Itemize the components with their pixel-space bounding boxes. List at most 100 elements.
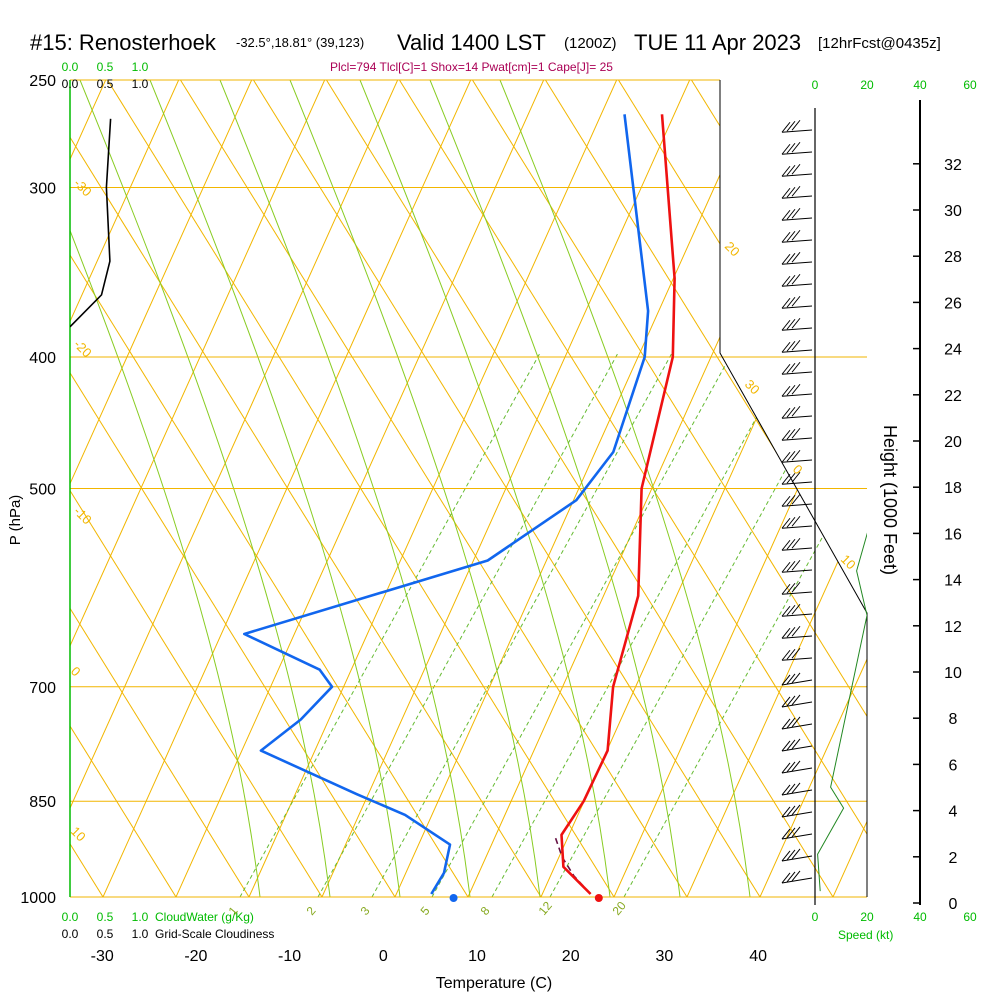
cloudiness-scale-top: 0.0 <box>62 77 79 91</box>
wind-speed-profile-line <box>817 532 867 892</box>
temperature-tick-label: -20 <box>184 948 207 965</box>
wind-barb <box>781 471 813 485</box>
cloudwater-scale-top: 0.5 <box>97 60 114 74</box>
wind-barb-feather <box>786 648 796 660</box>
temperature-tick-label: 30 <box>656 948 674 965</box>
wind-barb-feather <box>791 295 801 307</box>
wind-barb-feather <box>781 451 791 463</box>
wind-barb-feather <box>781 517 791 529</box>
isotherm-line <box>0 40 51 897</box>
wind-barb-shaft <box>781 261 813 265</box>
wind-barb <box>781 515 813 529</box>
dry-adiabat-line <box>886 40 1000 897</box>
moist-adiabat-line <box>219 80 471 897</box>
wind-barb <box>781 119 813 133</box>
wind-barb-feather <box>791 251 801 263</box>
isotherm-line <box>175 80 563 897</box>
wind-barb-feather <box>786 695 796 707</box>
wind-barb-feather <box>791 848 801 860</box>
wind-barb-feather <box>786 582 796 594</box>
speed-scale-label: 40 <box>913 910 927 924</box>
wind-barb-feather <box>786 761 796 773</box>
isotherm-line <box>70 80 344 897</box>
wind-barb-shaft <box>781 371 813 375</box>
wind-barb-feather <box>781 341 791 353</box>
pressure-tick-label: 250 <box>29 73 56 90</box>
isotherm-line <box>70 80 417 897</box>
wind-barb-feather <box>786 626 796 638</box>
height-tick-label: 22 <box>944 388 962 405</box>
speed-scale-label: 0 <box>812 910 819 924</box>
height-tick-label: 0 <box>949 896 958 913</box>
wind-barb-feather <box>786 164 796 176</box>
moist-adiabat-line <box>289 80 541 897</box>
mixing-ratio-line <box>239 352 541 897</box>
moist-adiabat-lines <box>70 80 751 897</box>
wind-barb-feather <box>786 208 796 220</box>
wind-barb-feather <box>786 340 796 352</box>
wind-barb-feather <box>781 784 791 796</box>
wind-barb-feather <box>781 828 791 840</box>
isotherm-line <box>394 80 782 897</box>
speed-scale-label: 20 <box>860 910 874 924</box>
wind-barb <box>781 672 813 686</box>
wind-barb-shaft <box>781 151 813 155</box>
height-tick-label: 32 <box>944 157 962 174</box>
station-coords: -32.5°,18.81° (39,123) <box>236 35 364 50</box>
wind-barb-shaft <box>781 349 813 353</box>
wind-barb-feather <box>791 185 801 197</box>
wind-barb-feather <box>791 694 801 706</box>
dry-adiabat-line <box>82 80 615 897</box>
temperature-line <box>560 114 676 895</box>
isotherm-line <box>70 80 125 897</box>
wind-barb-feather <box>781 696 791 708</box>
wind-barb-feather <box>781 850 791 862</box>
wind-barb-feather <box>786 538 796 550</box>
pressure-tick-label: 850 <box>29 794 56 811</box>
cloudwater-scale-top: 0.0 <box>62 60 79 74</box>
pressure-tick-label: 1000 <box>20 890 56 907</box>
wind-barb-feather <box>781 762 791 774</box>
wind-barb-feather <box>786 142 796 154</box>
wind-barb <box>781 694 813 708</box>
valid-date: TUE 11 Apr 2023 <box>634 30 801 55</box>
dry-adiabat-label: 20 <box>722 239 743 260</box>
wind-barb-feather <box>781 407 791 419</box>
dewpoint-line <box>243 114 650 895</box>
series-clip <box>70 114 867 895</box>
dry-adiabat-line <box>301 80 834 897</box>
height-tick-label: 6 <box>949 757 958 774</box>
dry-adiabat-line <box>70 80 396 897</box>
cloudiness-scale-top: 1.0 <box>132 77 149 91</box>
wind-barb-shaft <box>781 877 813 884</box>
mixing-ratio-label: 2 <box>304 904 319 918</box>
wind-barb-feather <box>781 187 791 199</box>
cloudwater-scale-bottom: 0.5 <box>97 910 114 924</box>
height-tick-label: 16 <box>944 526 962 543</box>
height-tick-label: 8 <box>949 711 958 728</box>
wind-barb-feather <box>786 871 796 883</box>
wind-barb-shaft <box>781 745 813 752</box>
forecast-tag: [12hrFcst@0435z] <box>818 35 941 52</box>
indices-line: Plcl=794 Tlcl[C]=1 Shox=14 Pwat[cm]=1 Ca… <box>330 60 613 74</box>
wind-barb-feather <box>791 581 801 593</box>
wind-barb-feather <box>781 165 791 177</box>
height-tick-label: 28 <box>944 249 962 266</box>
cloudwater-label: CloudWater (g/Kg) <box>155 910 254 924</box>
wind-barb-feather <box>791 826 801 838</box>
cloudiness-scale-bottom: 1.0 <box>132 927 149 941</box>
wind-barb-shaft <box>781 833 813 840</box>
mixing-ratio-line <box>549 352 851 897</box>
wind-barb-shaft <box>781 723 813 730</box>
wind-barb-feather <box>791 515 801 527</box>
wind-barb-shaft <box>781 459 813 463</box>
wind-barb-feather <box>791 163 801 175</box>
wind-barb-shaft <box>781 481 813 485</box>
wind-barb <box>781 826 813 840</box>
wind-barb-feather <box>781 297 791 309</box>
dry-adiabat-line <box>374 80 867 897</box>
wind-barb <box>781 581 813 595</box>
wind-barb-feather <box>786 604 796 616</box>
mixing-ratio-line <box>491 352 793 897</box>
